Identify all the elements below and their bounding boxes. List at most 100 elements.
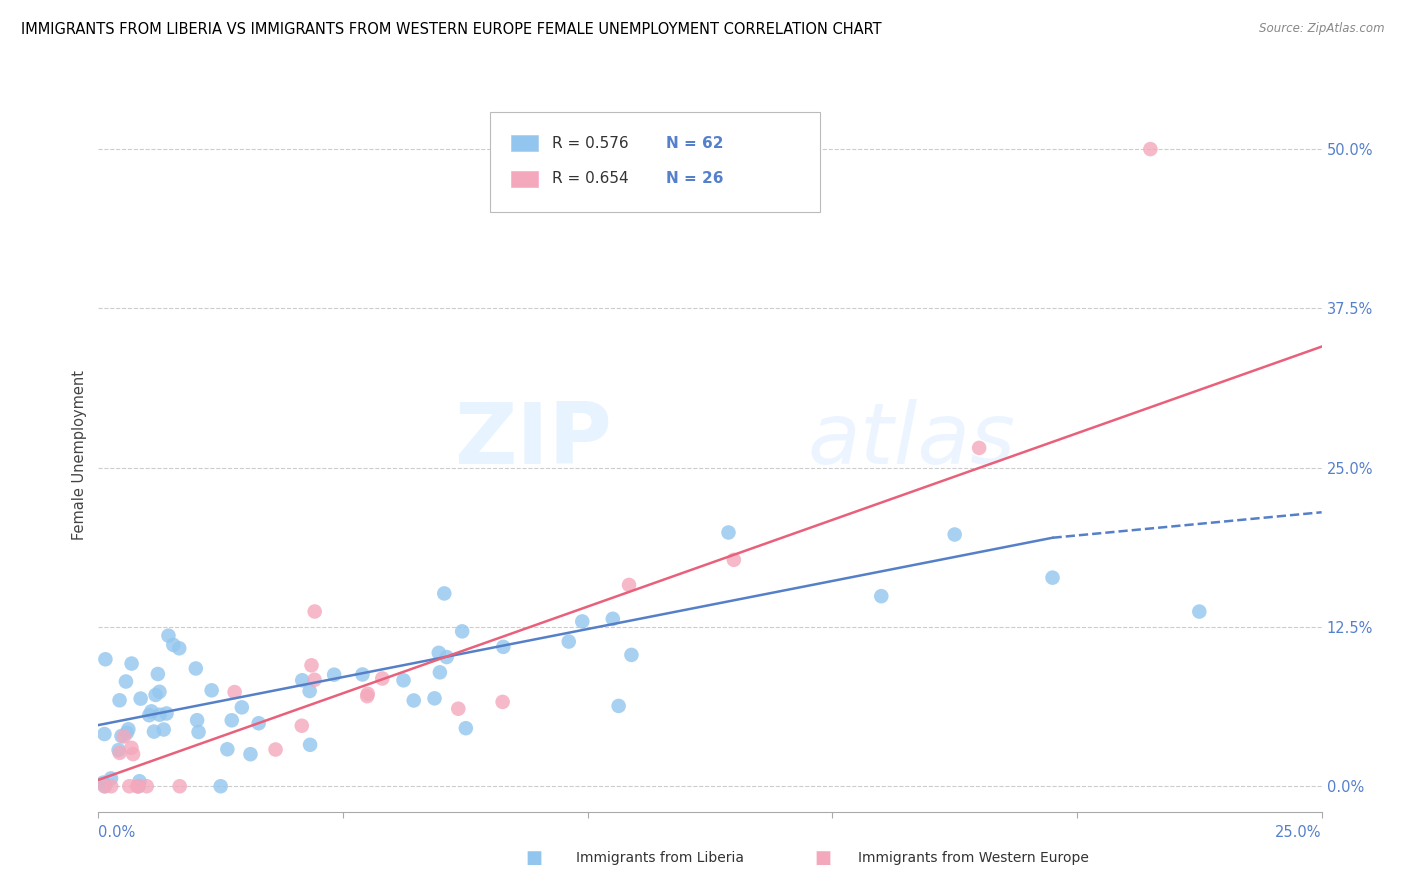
Point (291, 719, 314, 733)
Point (221, 714, 243, 728)
Point (571, 615, 593, 629)
Point (607, 698, 630, 713)
Point (148, 685, 170, 699)
Point (167, 641, 190, 656)
Text: 0.0%: 0.0% (98, 825, 135, 840)
Point (454, 721, 477, 735)
Point (264, 742, 287, 756)
Point (427, 646, 450, 660)
Point (155, 706, 177, 721)
Point (157, 629, 180, 643)
Point (224, 685, 246, 699)
Point (128, 774, 150, 789)
Point (100, 772, 122, 786)
Point (108, 746, 131, 760)
Point (217, 742, 239, 756)
Point (352, 667, 374, 681)
Point (149, 707, 172, 722)
Point (433, 586, 456, 600)
Point (93, 727, 115, 741)
Text: atlas: atlas (808, 399, 1017, 483)
Text: Immigrants from Liberia: Immigrants from Liberia (576, 851, 744, 865)
Point (169, 779, 191, 793)
Point (143, 724, 166, 739)
Point (127, 779, 149, 793)
Text: N = 62: N = 62 (666, 136, 724, 151)
Point (129, 691, 152, 706)
Point (870, 589, 893, 603)
Text: Immigrants from Western Europe: Immigrants from Western Europe (858, 851, 1088, 865)
Point (127, 779, 149, 793)
Y-axis label: Female Unemployment: Female Unemployment (72, 370, 87, 540)
Point (146, 667, 169, 681)
Point (239, 747, 262, 762)
Point (186, 713, 208, 727)
Point (162, 638, 184, 652)
Point (138, 708, 160, 723)
Point (110, 729, 132, 743)
Point (135, 779, 157, 793)
Point (323, 667, 346, 681)
Point (93, 779, 115, 793)
Point (1139, 142, 1161, 156)
Text: N = 26: N = 26 (666, 171, 724, 186)
Point (117, 723, 139, 737)
Text: R = 0.576: R = 0.576 (553, 136, 628, 151)
Point (121, 657, 143, 671)
Point (107, 743, 129, 757)
Point (602, 612, 624, 626)
Point (291, 673, 314, 688)
Point (201, 683, 224, 698)
Point (447, 702, 470, 716)
Point (1188, 605, 1211, 619)
Text: 25.0%: 25.0% (1275, 825, 1322, 840)
Point (128, 779, 150, 793)
Text: ■: ■ (814, 849, 831, 867)
Point (620, 648, 643, 662)
Point (356, 689, 378, 703)
Point (371, 672, 394, 686)
Point (451, 624, 474, 639)
Text: ■: ■ (526, 849, 543, 867)
Point (108, 693, 131, 707)
FancyBboxPatch shape (489, 112, 820, 212)
Point (152, 723, 174, 737)
Point (115, 726, 138, 740)
Point (120, 740, 142, 755)
Point (112, 730, 135, 744)
Point (492, 640, 515, 654)
Point (184, 661, 207, 675)
Point (299, 738, 322, 752)
Text: ZIP: ZIP (454, 399, 612, 483)
Point (100, 779, 122, 793)
Point (436, 650, 458, 665)
Point (402, 693, 425, 707)
Point (247, 716, 270, 731)
Point (122, 747, 145, 761)
Text: IMMIGRANTS FROM LIBERIA VS IMMIGRANTS FROM WESTERN EUROPE FEMALE UNEMPLOYMENT CO: IMMIGRANTS FROM LIBERIA VS IMMIGRANTS FR… (21, 22, 882, 37)
Text: R = 0.654: R = 0.654 (553, 171, 628, 186)
Point (967, 441, 990, 455)
Point (357, 687, 380, 701)
Point (94, 652, 117, 666)
Text: Source: ZipAtlas.com: Source: ZipAtlas.com (1260, 22, 1385, 36)
Point (91, 775, 114, 789)
Point (298, 684, 321, 698)
Point (231, 700, 253, 714)
Point (1042, 571, 1064, 585)
Point (115, 674, 138, 689)
Point (118, 779, 141, 793)
Point (717, 525, 740, 540)
Point (304, 605, 326, 619)
Point (429, 665, 451, 680)
Point (723, 553, 745, 567)
Point (423, 691, 446, 706)
Point (617, 578, 640, 592)
Point (301, 658, 323, 673)
Point (943, 527, 966, 541)
Bar (510, 171, 537, 186)
Point (491, 695, 513, 709)
Point (304, 673, 326, 687)
Bar (510, 136, 537, 151)
Point (141, 704, 163, 718)
